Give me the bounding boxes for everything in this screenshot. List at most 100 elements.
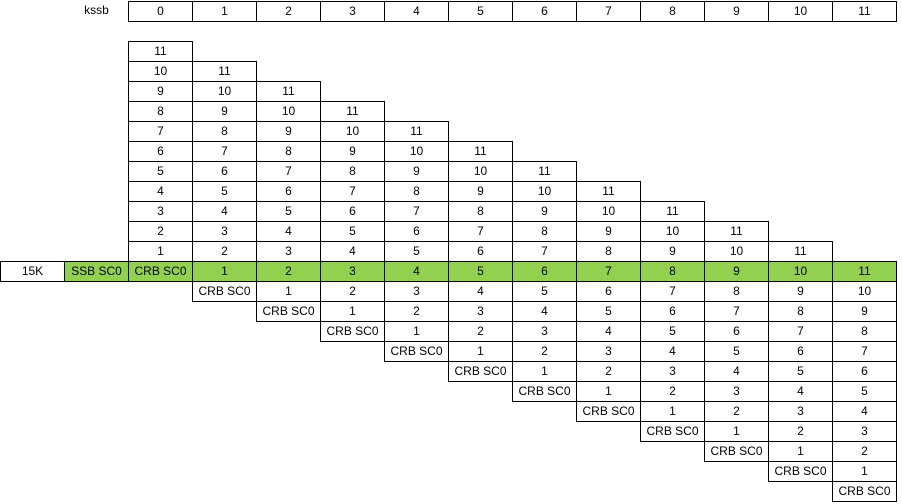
upper-table-cell: 6 <box>384 221 449 242</box>
upper-table-cell: 9 <box>192 101 257 122</box>
lower-table-cell: 6 <box>576 281 641 302</box>
lower-table-cell: 4 <box>512 301 577 322</box>
header-column-cell: 0 <box>128 1 193 22</box>
lower-table-cell: 3 <box>448 301 513 322</box>
upper-table-cell: 11 <box>768 241 833 262</box>
highlight-row-cell: 10 <box>768 261 833 282</box>
lower-table-cell: 8 <box>704 281 769 302</box>
lower-table-cell: 3 <box>576 341 641 362</box>
upper-table-cell: 8 <box>448 201 513 222</box>
upper-table-cell: 11 <box>640 201 705 222</box>
highlight-row-cell: 3 <box>320 261 385 282</box>
crb-sc0-cell: CRB SC0 <box>576 401 641 422</box>
lower-table-cell: 3 <box>704 381 769 402</box>
lower-table-cell: 4 <box>448 281 513 302</box>
lower-table-cell: 2 <box>768 421 833 442</box>
lower-table-cell: 1 <box>448 341 513 362</box>
upper-table-cell: 10 <box>448 161 513 182</box>
lower-table-cell: 3 <box>832 421 897 442</box>
lower-table-cell: 2 <box>576 361 641 382</box>
upper-table-cell: 6 <box>448 241 513 262</box>
upper-table-cell: 11 <box>320 101 385 122</box>
upper-table-cell: 9 <box>448 181 513 202</box>
crb-sc0-cell: CRB SC0 <box>320 321 385 342</box>
upper-table-cell: 10 <box>320 121 385 142</box>
upper-table-cell: 10 <box>512 181 577 202</box>
header-column-cell: 6 <box>512 1 577 22</box>
header-label: kssb <box>64 1 129 22</box>
lower-table-cell: 4 <box>768 381 833 402</box>
highlight-row-cell: 2 <box>256 261 321 282</box>
lower-table-cell: 2 <box>640 381 705 402</box>
lower-table-cell: 5 <box>768 361 833 382</box>
highlight-row-cell: 9 <box>704 261 769 282</box>
header-column-cell: 10 <box>768 1 833 22</box>
upper-table-cell: 9 <box>256 121 321 142</box>
crb-sc0-cell: CRB SC0 <box>832 481 897 502</box>
lower-table-cell: 1 <box>384 321 449 342</box>
upper-table-cell: 8 <box>576 241 641 262</box>
highlight-row-cell: 7 <box>576 261 641 282</box>
lower-table-cell: 1 <box>768 441 833 462</box>
upper-table-cell: 5 <box>256 201 321 222</box>
lower-table-cell: 1 <box>704 421 769 442</box>
header-column-cell: 11 <box>832 1 897 22</box>
upper-table-cell: 7 <box>384 201 449 222</box>
lower-table-cell: 2 <box>384 301 449 322</box>
crb-sc0-cell: CRB SC0 <box>256 301 321 322</box>
crb-sc0-cell: CRB SC0 <box>704 441 769 462</box>
upper-table-cell: 9 <box>512 201 577 222</box>
lower-table-cell: 2 <box>832 441 897 462</box>
upper-table-cell: 10 <box>256 101 321 122</box>
crb-sc0-cell: CRB SC0 <box>128 261 193 282</box>
lower-table-cell: 6 <box>704 321 769 342</box>
header-column-cell: 2 <box>256 1 321 22</box>
lower-table-cell: 4 <box>704 361 769 382</box>
upper-table-cell: 3 <box>128 201 193 222</box>
upper-table-cell: 9 <box>576 221 641 242</box>
header-column-cell: 4 <box>384 1 449 22</box>
upper-table-cell: 10 <box>704 241 769 262</box>
lower-table-cell: 1 <box>640 401 705 422</box>
upper-table-cell: 8 <box>192 121 257 142</box>
upper-table-cell: 10 <box>128 61 193 82</box>
lower-table-cell: 5 <box>576 301 641 322</box>
upper-table-cell: 11 <box>576 181 641 202</box>
upper-table-cell: 7 <box>128 121 193 142</box>
upper-table-cell: 2 <box>128 221 193 242</box>
lower-table-cell: 5 <box>704 341 769 362</box>
lower-table-cell: 1 <box>576 381 641 402</box>
upper-table-cell: 11 <box>256 81 321 102</box>
upper-table-cell: 2 <box>192 241 257 262</box>
crb-sc0-cell: CRB SC0 <box>640 421 705 442</box>
upper-table-cell: 4 <box>192 201 257 222</box>
upper-table-cell: 9 <box>640 241 705 262</box>
header-column-cell: 1 <box>192 1 257 22</box>
upper-table-cell: 3 <box>192 221 257 242</box>
upper-table-cell: 10 <box>640 221 705 242</box>
upper-table-cell: 11 <box>512 161 577 182</box>
upper-table-cell: 5 <box>384 241 449 262</box>
upper-table-cell: 10 <box>192 81 257 102</box>
lower-table-cell: 2 <box>512 341 577 362</box>
header-column-cell: 7 <box>576 1 641 22</box>
lower-table-cell: 6 <box>832 361 897 382</box>
upper-table-cell: 7 <box>320 181 385 202</box>
upper-table-cell: 7 <box>448 221 513 242</box>
upper-table-cell: 4 <box>128 181 193 202</box>
upper-table-cell: 5 <box>320 221 385 242</box>
upper-table-cell: 11 <box>128 41 193 62</box>
lower-table-cell: 5 <box>640 321 705 342</box>
upper-table-cell: 7 <box>192 141 257 162</box>
lower-table-cell: 1 <box>832 461 897 482</box>
crb-sc0-cell: CRB SC0 <box>192 281 257 302</box>
highlight-row-cell: 1 <box>192 261 257 282</box>
lower-table-cell: 8 <box>832 321 897 342</box>
lower-table-cell: 4 <box>832 401 897 422</box>
lower-table-cell: 7 <box>768 321 833 342</box>
highlight-row-cell: 6 <box>512 261 577 282</box>
lower-table-cell: 4 <box>576 321 641 342</box>
lower-table-cell: 6 <box>640 301 705 322</box>
lower-table-cell: 1 <box>256 281 321 302</box>
upper-table-cell: 6 <box>256 181 321 202</box>
